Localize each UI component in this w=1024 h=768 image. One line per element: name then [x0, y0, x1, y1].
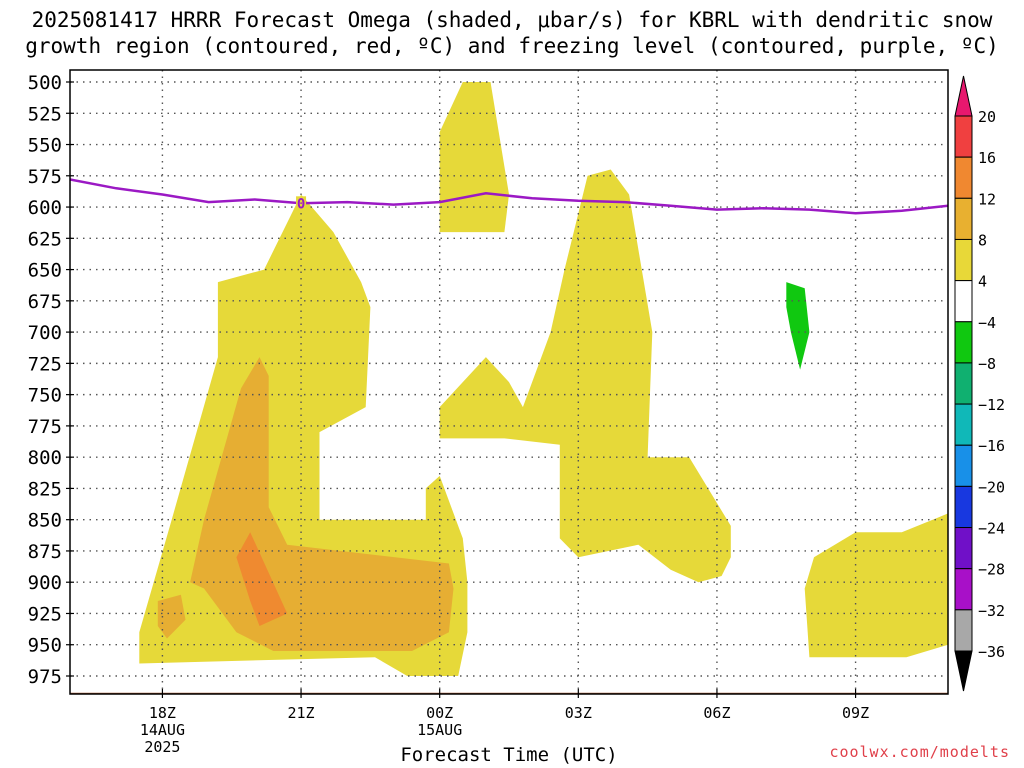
- y-tick-label-500: 500: [28, 72, 62, 94]
- plot-frame-layer: [66, 69, 949, 698]
- y-tick-label-675: 675: [28, 291, 62, 313]
- omega-shading-layer: [70, 82, 948, 694]
- omega-region-1: [439, 82, 509, 233]
- y-tick-label-700: 700: [28, 322, 62, 344]
- colorbar-label-12: −32: [978, 602, 1005, 620]
- x-tick-label-03Z: 03Z: [565, 704, 592, 722]
- x-tick-label-18Z: 18Z: [149, 704, 176, 722]
- chart-title-line-2: growth region (contoured, red, ºC) and f…: [25, 34, 999, 58]
- colorbar-segment-6: [954, 362, 973, 405]
- colorbar-segment-11: [954, 568, 973, 611]
- colorbar-label-1: 16: [978, 149, 996, 167]
- colorbar-label-9: −20: [978, 478, 1005, 496]
- omega-region-5: [236, 532, 288, 626]
- colorbar-segment-5: [954, 321, 973, 364]
- colorbar-segment-3: [954, 238, 973, 282]
- colorbar-segment-12: [954, 609, 973, 652]
- x-axis-label: Forecast Time (UTC): [400, 744, 618, 766]
- colorbar-segment-2: [954, 197, 973, 240]
- grid-layer: [70, 70, 948, 694]
- colorbar-segment-9: [954, 485, 973, 529]
- freezing-level-layer: 0: [70, 178, 948, 215]
- colorbar-label-13: −36: [978, 643, 1005, 661]
- x-tick-label-06Z: 06Z: [703, 704, 730, 722]
- site-credit: coolwx.com/modelts: [829, 743, 1010, 761]
- y-tick-label-750: 750: [28, 385, 62, 407]
- y-tick-label-850: 850: [28, 510, 62, 532]
- colorbar-label-0: 20: [978, 108, 996, 126]
- y-tick-label-600: 600: [28, 197, 62, 219]
- colorbar-label-10: −24: [978, 520, 1005, 538]
- x-tick-label-21Z: 21Z: [288, 704, 315, 722]
- colorbar-segment-7: [954, 403, 973, 446]
- y-tick-label-975: 975: [28, 666, 62, 688]
- colorbar-top-arrow: [954, 75, 973, 117]
- omega-region-6: [157, 594, 186, 639]
- y-tick-label-800: 800: [28, 447, 62, 469]
- colorbar-label-7: −12: [978, 396, 1005, 414]
- colorbar-label-3: 8: [978, 231, 987, 249]
- y-tick-label-525: 525: [28, 103, 62, 125]
- y-tick-label-775: 775: [28, 416, 62, 438]
- omega-region-2: [439, 169, 731, 583]
- omega-region-7: [786, 282, 810, 370]
- x-tick-label-2025: 2025: [144, 738, 180, 756]
- colorbar-label-4: 4: [978, 273, 987, 291]
- colorbar-bottom-arrow: [954, 650, 973, 692]
- y-tick-label-725: 725: [28, 353, 62, 375]
- x-tick-label-15AUG: 15AUG: [417, 721, 462, 739]
- y-tick-label-875: 875: [28, 541, 62, 563]
- chart-title-line-1: 2025081417 HRRR Forecast Omega (shaded, …: [31, 8, 993, 32]
- y-tick-label-550: 550: [28, 135, 62, 157]
- x-tick-label-14AUG: 14AUG: [140, 721, 185, 739]
- omega-region-3: [804, 513, 948, 658]
- y-tick-label-950: 950: [28, 635, 62, 657]
- colorbar-label-8: −16: [978, 437, 1005, 455]
- y-tick-label-625: 625: [28, 228, 62, 250]
- y-tick-label-575: 575: [28, 166, 62, 188]
- freezing-label-bg: [296, 196, 307, 211]
- freezing-level-label: 0: [297, 196, 305, 212]
- colorbar-segment-8: [954, 444, 973, 487]
- y-tick-label-900: 900: [28, 572, 62, 594]
- colorbar-segment-4: [954, 280, 973, 323]
- colorbar-label-11: −28: [978, 561, 1005, 579]
- y-tick-label-925: 925: [28, 603, 62, 625]
- x-tick-label-09Z: 09Z: [842, 704, 869, 722]
- colorbar-label-6: −8: [978, 355, 996, 373]
- plot-frame: [69, 69, 949, 695]
- colorbar-segment-0: [954, 115, 973, 158]
- y-tick-label-650: 650: [28, 260, 62, 282]
- freezing-level-line: [70, 178, 948, 215]
- colorbar-segment-1: [954, 156, 973, 199]
- colorbar: 20 16 12 8 4 −4 −8 −12 −16 −20 −24 −28 −32 −36: [954, 75, 1005, 692]
- y-tick-label-825: 825: [28, 478, 62, 500]
- colorbar-segment-10: [954, 527, 973, 570]
- y-tick-labels: 500 525 550 575 600 625 650 675 700 725 750 775 800 8…: [28, 72, 62, 688]
- colorbar-label-2: 12: [978, 190, 996, 208]
- colorbar-label-5: −4: [978, 314, 996, 332]
- x-tick-label-00Z: 00Z: [426, 704, 453, 722]
